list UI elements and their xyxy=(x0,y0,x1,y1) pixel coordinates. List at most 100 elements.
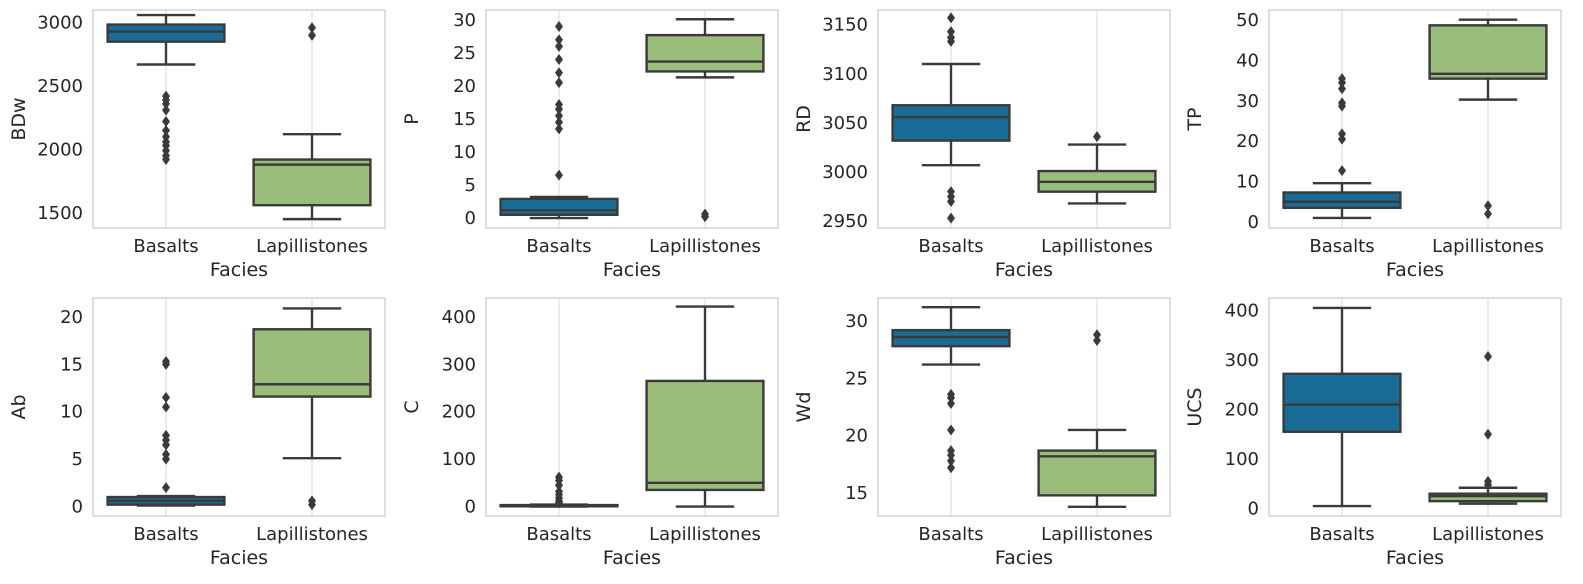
y-tick-label: 0 xyxy=(1248,499,1259,520)
y-tick-label: 50 xyxy=(1236,10,1259,31)
y-tick-label: 200 xyxy=(442,402,476,423)
outlier-point xyxy=(162,482,170,494)
outlier-point xyxy=(1484,200,1492,212)
y-tick-label: 2000 xyxy=(37,139,83,160)
box-lapillistones xyxy=(252,307,372,511)
outlier-point xyxy=(947,445,955,457)
x-tick-label: Lapillistones xyxy=(1041,524,1153,545)
outlier-point xyxy=(555,67,563,79)
outlier-point xyxy=(162,116,170,128)
box-basalts xyxy=(1282,306,1402,508)
iqr-box xyxy=(891,104,1011,142)
outlier-point xyxy=(308,495,316,507)
y-tick-label: 25 xyxy=(845,368,868,389)
y-axis-label: Ab xyxy=(8,394,30,419)
y-tick-label: 10 xyxy=(453,142,476,163)
x-tick-label: Lapillistones xyxy=(256,524,368,545)
y-tick-label: 20 xyxy=(845,426,868,447)
y-tick-label: 20 xyxy=(1236,131,1259,152)
y-tick-label: 2950 xyxy=(822,211,868,232)
y-tick-label: 100 xyxy=(1225,449,1259,470)
axes-frame xyxy=(1268,9,1562,229)
y-tick-label: 20 xyxy=(453,76,476,97)
outlier-point xyxy=(555,98,563,110)
y-axis-label: Wd xyxy=(793,392,815,423)
outlier-point xyxy=(947,455,955,467)
y-tick-label: 30 xyxy=(845,311,868,332)
outlier-point xyxy=(1093,334,1101,346)
y-tick-label: 300 xyxy=(1225,350,1259,371)
outlier-point xyxy=(947,388,955,400)
axes-frame xyxy=(92,297,386,517)
outlier-point xyxy=(308,22,316,34)
y-tick-label: 3050 xyxy=(822,113,868,134)
y-axis-label: UCS xyxy=(1184,387,1206,426)
y-tick-label: 3000 xyxy=(37,13,83,34)
outlier-point xyxy=(1338,73,1346,85)
box-basalts xyxy=(499,471,619,509)
outlier-point xyxy=(947,424,955,436)
box-lapillistones xyxy=(645,18,765,223)
outlier-point xyxy=(162,131,170,143)
outlier-point xyxy=(947,31,955,43)
outlier-point xyxy=(947,462,955,474)
outlier-point xyxy=(162,429,170,441)
outlier-point xyxy=(947,12,955,24)
y-tick-label: 400 xyxy=(442,307,476,328)
outlier-point xyxy=(162,392,170,404)
iqr-box xyxy=(1428,492,1548,503)
y-tick-label: 0 xyxy=(72,497,83,518)
box-lapillistones xyxy=(1037,329,1157,509)
outlier-point xyxy=(701,208,709,220)
outlier-point xyxy=(1484,475,1492,487)
x-axis-label: Facies xyxy=(1386,259,1444,281)
y-tick-label: 0 xyxy=(465,497,476,518)
outlier-point xyxy=(947,398,955,410)
box-basalts xyxy=(499,21,619,220)
box-basalts xyxy=(891,12,1011,224)
y-tick-label: 30 xyxy=(453,10,476,31)
outlier-point xyxy=(162,124,170,136)
x-tick-label: Basalts xyxy=(1309,524,1374,545)
iqr-box xyxy=(252,328,372,398)
outlier-point xyxy=(947,212,955,224)
outlier-point xyxy=(1093,131,1101,143)
box-basalts xyxy=(891,305,1011,474)
outlier-point xyxy=(162,104,170,116)
outlier-point xyxy=(555,110,563,122)
y-axis-label: TP xyxy=(1184,107,1206,131)
y-tick-label: 40 xyxy=(1236,50,1259,71)
outlier-point xyxy=(1093,329,1101,341)
iqr-box xyxy=(645,33,765,73)
y-tick-label: 5 xyxy=(72,449,83,470)
y-tick-label: 3100 xyxy=(822,64,868,85)
axes-frame xyxy=(485,297,779,517)
y-tick-label: 5 xyxy=(465,175,476,196)
y-tick-label: 3000 xyxy=(822,162,868,183)
y-tick-label: 300 xyxy=(442,354,476,375)
x-tick-label: Basalts xyxy=(1309,236,1374,257)
iqr-box xyxy=(106,23,226,43)
y-axis-label: BDw xyxy=(8,97,30,140)
outlier-point xyxy=(555,116,563,128)
iqr-box xyxy=(1037,449,1157,497)
axes-frame xyxy=(485,9,779,229)
axes-frame xyxy=(877,297,1171,517)
x-tick-label: Basalts xyxy=(133,236,198,257)
outlier-point xyxy=(162,401,170,413)
box-lapillistones xyxy=(645,305,765,508)
outlier-point xyxy=(947,186,955,198)
y-tick-label: 30 xyxy=(1236,91,1259,112)
box-lapillistones xyxy=(1037,131,1157,205)
box-lapillistones xyxy=(252,22,372,221)
iqr-box xyxy=(252,158,372,207)
outlier-point xyxy=(555,40,563,52)
outlier-point xyxy=(162,90,170,102)
iqr-box xyxy=(645,379,765,492)
